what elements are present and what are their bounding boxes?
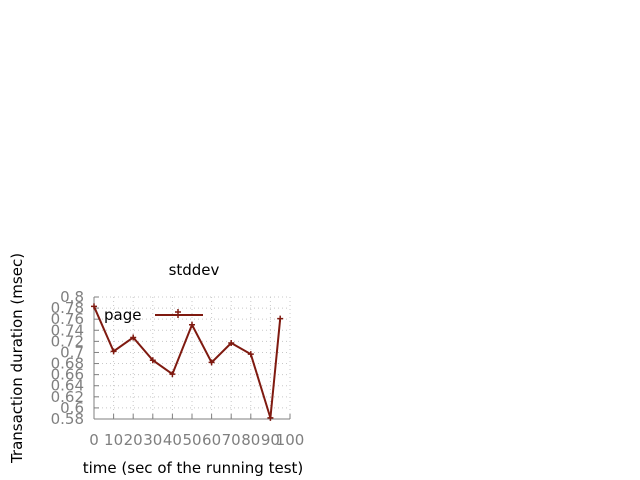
y-tick-label: 0.6 — [60, 399, 84, 417]
data-point — [169, 371, 176, 378]
x-axis-label: time (sec of the running test) — [83, 459, 304, 477]
x-tick-label: 90 — [261, 431, 280, 449]
data-point — [189, 321, 195, 328]
x-tick-label: 60 — [202, 431, 221, 449]
data-point — [228, 340, 235, 347]
y-tick-label: 0.7 — [60, 343, 84, 361]
y-tick-label: 0.72 — [51, 332, 84, 350]
data-point — [208, 359, 215, 366]
y-tick-label: 0.78 — [51, 299, 84, 317]
y-tick-label: 0.74 — [51, 321, 84, 339]
x-tick-label: 30 — [143, 431, 162, 449]
x-tick-label: 20 — [124, 431, 143, 449]
x-tick-label: 10 — [104, 431, 123, 449]
y-tick-label: 0.64 — [51, 377, 84, 395]
axes — [93, 296, 291, 420]
y-tick-label: 0.62 — [51, 388, 84, 406]
legend: page — [104, 306, 203, 324]
x-tick-label: 100 — [276, 431, 305, 449]
x-tick-label: 0 — [89, 431, 99, 449]
y-tick-label: 0.8 — [60, 288, 84, 306]
y-tick-label: 0.58 — [51, 410, 84, 428]
data-point — [267, 414, 274, 421]
chart-title: stddev — [169, 261, 220, 279]
data-point — [149, 357, 156, 364]
legend-label: page — [104, 306, 141, 324]
data-point — [277, 315, 284, 322]
tick-labels: 0 10 20 30 40 50 60 70 80 901000.580.60.620.640.6… — [51, 288, 305, 449]
y-tick-label: 0.68 — [51, 355, 84, 373]
x-tick-label: 40 — [163, 431, 182, 449]
data-point — [91, 303, 97, 310]
x-tick-label: 70 — [222, 431, 241, 449]
data-point — [247, 351, 254, 358]
y-tick-label: 0.66 — [51, 366, 84, 384]
y-tick-label: 0.76 — [51, 310, 84, 328]
series-layer — [91, 303, 284, 421]
data-point — [110, 348, 117, 355]
y-axis-label: Transaction duration (msec) — [8, 253, 26, 464]
x-tick-label: 50 — [182, 431, 201, 449]
x-tick-label: 80 — [241, 431, 260, 449]
data-point — [130, 334, 137, 341]
legend-marker — [175, 309, 181, 318]
